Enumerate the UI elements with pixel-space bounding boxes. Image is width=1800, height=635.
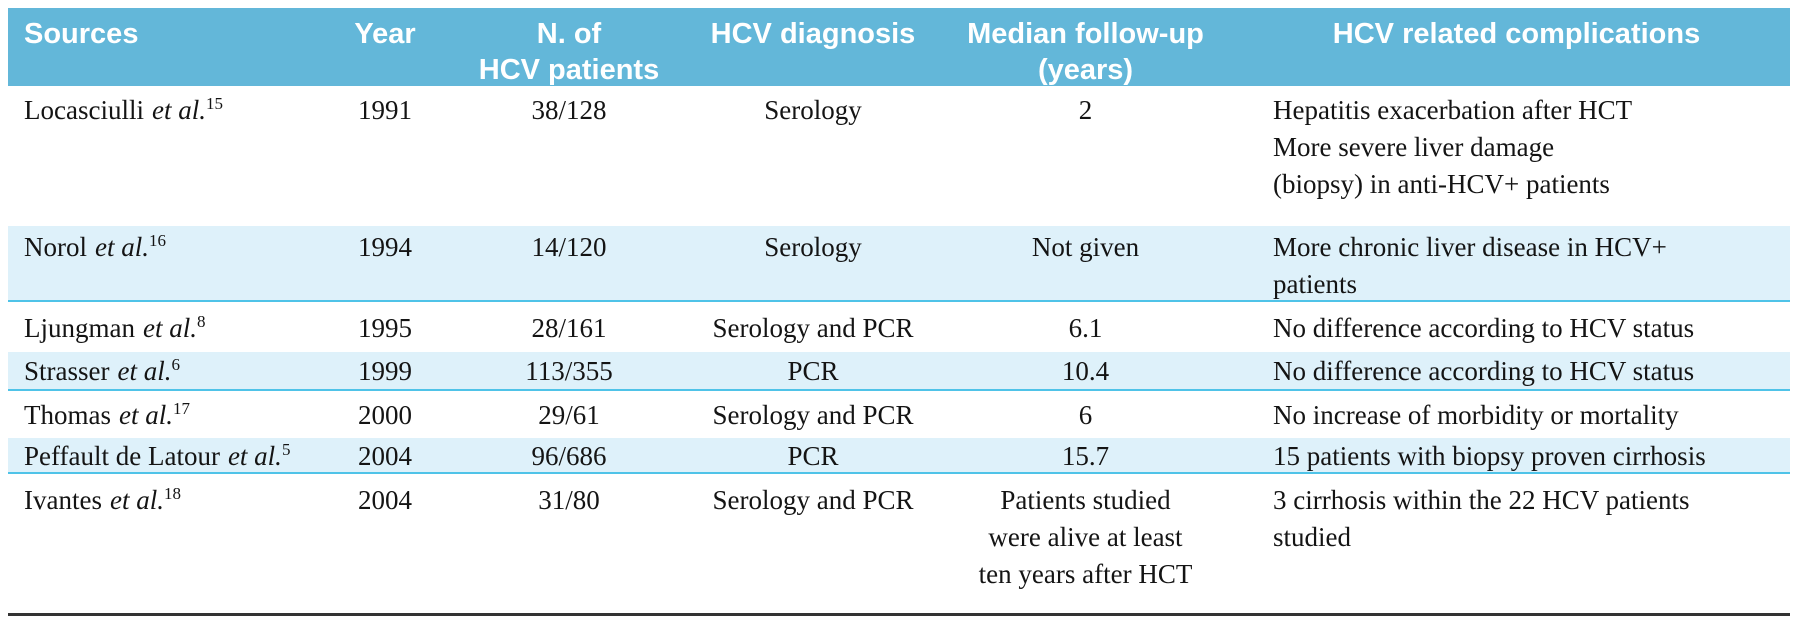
source-author: Ivantes — [24, 485, 102, 515]
diagnosis-cell: Serology — [764, 232, 862, 262]
source-etal: et al. — [119, 400, 173, 430]
source-cell: Ivantes et al.18 — [8, 482, 330, 613]
source-etal: et al. — [151, 95, 206, 125]
followup-cell: Patients studied were alive at least ten… — [978, 485, 1193, 589]
source-cell: Locasciulli et al.15 — [8, 92, 330, 226]
table-row: Ljungman et al.8 1995 28/161 Serology and… — [8, 302, 1790, 352]
complications-cell: No difference according to HCV status — [1273, 313, 1695, 343]
year-cell: 1999 — [358, 356, 412, 386]
source-ref: 17 — [173, 399, 190, 418]
source-ref: 6 — [171, 355, 180, 374]
col-header-sources: Sources — [24, 18, 139, 50]
source-etal: et al. — [117, 356, 172, 386]
year-cell: 2004 — [358, 441, 412, 471]
year-cell: 1994 — [358, 232, 412, 262]
source-ref: 8 — [196, 312, 206, 331]
source-author: Thomas — [24, 400, 111, 430]
n-patients-cell: 29/61 — [538, 400, 600, 430]
source-cell: Strasser et al.6 — [8, 353, 330, 390]
n-patients-cell: 96/686 — [531, 441, 607, 471]
complications-cell: 15 patients with biopsy proven cirrhosis — [1273, 441, 1706, 471]
table-row: Norol et al.16 1994 14/120 Serology Not g… — [8, 226, 1790, 302]
col-header-n-of-hcv-patients: N. of HCV patients — [478, 18, 660, 86]
followup-cell: Not given — [1031, 232, 1140, 262]
source-etal: et al. — [227, 441, 282, 471]
followup-cell: 6 — [1078, 400, 1093, 430]
source-ref: 16 — [149, 231, 166, 250]
col-header-hcv-related-complications: HCV related complications — [1332, 18, 1701, 50]
followup-cell: 6.1 — [1068, 313, 1103, 343]
followup-cell: 2 — [1078, 95, 1093, 125]
source-author: Strasser — [24, 356, 110, 386]
col-header-hcv-diagnosis: HCV diagnosis — [710, 18, 916, 50]
followup-cell: 10.4 — [1061, 356, 1110, 386]
source-cell: Ljungman et al.8 — [8, 310, 330, 352]
year-cell: 2000 — [358, 400, 412, 430]
table-row: Thomas et al.17 2000 29/61 Serology and P… — [8, 391, 1790, 438]
table-row: Ivantes et al.18 2004 31/80 Serology and … — [8, 474, 1790, 613]
source-cell: Thomas et al.17 — [8, 397, 330, 438]
source-ref: 5 — [281, 440, 291, 459]
followup-cell: 15.7 — [1061, 441, 1110, 471]
source-author: Locasciulli — [24, 95, 144, 125]
n-patients-cell: 14/120 — [531, 232, 607, 262]
table-row: Peffault de Latour et al.5 2004 96/686 PC… — [8, 438, 1790, 474]
hcv-studies-table: Sources Year N. of HCV patients HCV diag… — [8, 8, 1790, 616]
source-etal: et al. — [109, 485, 164, 515]
diagnosis-cell: PCR — [787, 441, 839, 471]
source-author: Ljungman — [24, 313, 135, 343]
source-etal: et al. — [95, 232, 149, 262]
table-row: Locasciulli et al.15 1991 38/128 Serology… — [8, 86, 1790, 226]
n-patients-cell: 31/80 — [538, 485, 600, 515]
complications-cell: More chronic liver disease in HCV+ patie… — [1273, 232, 1667, 299]
col-header-median-follow-up: Median follow-up (years) — [967, 18, 1204, 86]
table-bottom-rule — [8, 613, 1790, 616]
col-header-year: Year — [354, 18, 416, 50]
year-cell: 2004 — [358, 485, 412, 515]
source-ref: 15 — [205, 94, 223, 113]
diagnosis-cell: Serology and PCR — [712, 400, 914, 430]
source-etal: et al. — [142, 313, 197, 343]
table-row: Strasser et al.6 1999 113/355 PCR 10.4 No… — [8, 352, 1790, 391]
source-cell: Norol et al.16 — [8, 229, 330, 303]
diagnosis-cell: PCR — [787, 356, 839, 386]
diagnosis-cell: Serology — [764, 95, 862, 125]
complications-cell: Hepatitis exacerbation after HCT More se… — [1273, 95, 1633, 199]
complications-cell: No increase of morbidity or mortality — [1273, 400, 1679, 430]
complications-cell: No difference according to HCV status — [1273, 356, 1695, 386]
n-patients-cell: 28/161 — [531, 313, 607, 343]
diagnosis-cell: Serology and PCR — [712, 485, 914, 515]
source-cell: Peffault de Latour et al.5 — [8, 438, 330, 475]
year-cell: 1995 — [358, 313, 412, 343]
complications-cell: 3 cirrhosis within the 22 HCV patients s… — [1273, 485, 1690, 552]
year-cell: 1991 — [358, 95, 412, 125]
n-patients-cell: 38/128 — [531, 95, 607, 125]
diagnosis-cell: Serology and PCR — [712, 313, 914, 343]
source-author: Peffault de Latour — [24, 441, 220, 471]
table-header-row: Sources Year N. of HCV patients HCV diag… — [8, 8, 1790, 86]
n-patients-cell: 113/355 — [525, 356, 613, 386]
source-author: Norol — [24, 232, 87, 262]
source-ref: 18 — [163, 484, 181, 503]
